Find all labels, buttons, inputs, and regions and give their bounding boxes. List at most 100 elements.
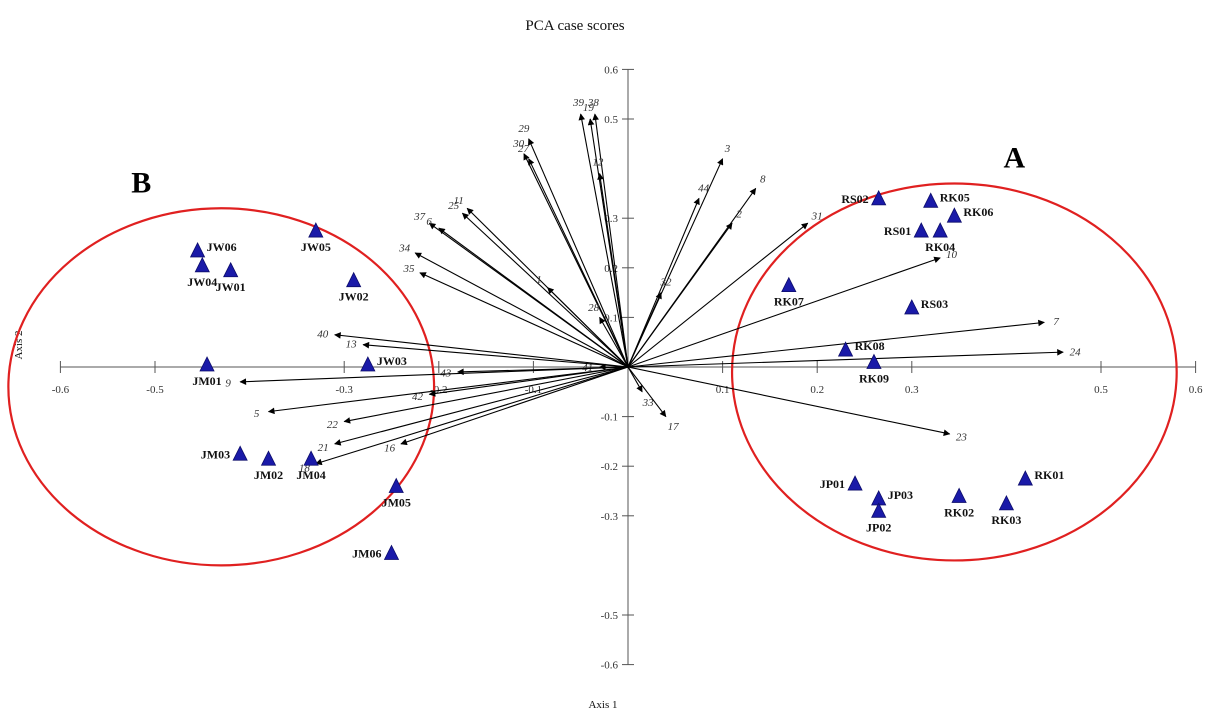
case-label: JP03	[888, 488, 913, 502]
case-marker	[189, 242, 206, 258]
case-marker	[871, 189, 887, 206]
case-label: JW02	[339, 290, 369, 304]
case-marker	[951, 487, 967, 503]
vector-label: 28	[588, 302, 600, 314]
loading-vector	[627, 222, 809, 368]
case-label: JM04	[296, 468, 325, 482]
y-tick-label: -0.5	[601, 610, 619, 622]
case-label: RS03	[921, 297, 948, 311]
vector-label: 22	[327, 419, 339, 431]
case-label: JW06	[207, 240, 237, 254]
case-marker	[360, 356, 376, 372]
case-marker	[199, 356, 215, 372]
loading-vector	[239, 366, 629, 385]
loading-vector	[528, 138, 629, 368]
case-label: JP02	[866, 520, 891, 534]
vector-label: 33	[642, 397, 655, 409]
loading-vector	[592, 113, 629, 368]
vector-label: 11	[454, 195, 464, 207]
vector-label: 37	[413, 211, 426, 223]
loading-vector	[547, 287, 629, 368]
loading-vector	[599, 316, 629, 368]
vector-label: 10	[946, 249, 958, 261]
loading-vector	[419, 272, 629, 368]
loading-vector	[627, 197, 700, 368]
case-marker	[932, 222, 948, 238]
case-label: JM03	[201, 447, 230, 461]
case-marker	[260, 450, 277, 466]
x-axis-label: Axis 1	[588, 699, 617, 711]
vector-label: 17	[668, 421, 680, 433]
vector-label: 18	[299, 462, 311, 474]
case-marker	[904, 299, 920, 315]
vector-label: 39	[572, 97, 585, 109]
y-tick-label: 0.6	[604, 64, 618, 76]
vector-label: 38	[587, 97, 600, 109]
case-label: RK02	[944, 505, 974, 519]
case-marker	[194, 256, 210, 273]
case-marker	[303, 450, 319, 466]
x-tick-label: -0.3	[335, 384, 353, 396]
vector-label: 34	[398, 242, 411, 254]
case-marker	[866, 353, 882, 369]
case-marker	[923, 192, 939, 208]
case-label: JM05	[382, 496, 411, 510]
y-tick-label: -0.3	[601, 511, 619, 523]
vector-label: 3	[724, 143, 731, 155]
vector-label: 19	[583, 102, 595, 114]
case-label: RK04	[925, 240, 955, 254]
loading-vector	[267, 366, 629, 415]
group-ellipse-a	[730, 182, 1178, 562]
vector-label: 7	[1053, 316, 1059, 328]
loading-vector	[627, 349, 1064, 368]
vector-label: 31	[811, 211, 823, 223]
case-label: JM02	[254, 468, 283, 482]
loading-vector	[414, 252, 629, 368]
vector-label: 29	[518, 123, 530, 135]
case-label: RK05	[940, 190, 970, 204]
case-marker	[388, 477, 404, 493]
loading-vector	[528, 158, 629, 368]
vector-label: 40	[317, 328, 329, 340]
case-marker	[232, 445, 248, 461]
vector-label: 9	[225, 377, 231, 389]
case-label: RK03	[991, 513, 1021, 527]
case-marker	[223, 261, 239, 278]
vector-label: 23	[956, 431, 968, 443]
vector-label: 21	[318, 442, 329, 454]
vector-label: 32	[659, 277, 672, 289]
chart-title: PCA case scores	[525, 18, 624, 34]
vector-label: 35	[402, 263, 415, 275]
vector-label: 27	[518, 143, 530, 155]
loading-vector	[461, 212, 629, 368]
vector-label: 25	[448, 200, 460, 212]
case-marker	[781, 276, 797, 293]
group-ellipse-b	[7, 207, 436, 567]
case-marker	[998, 494, 1015, 511]
y-tick-label: -0.1	[601, 412, 618, 424]
x-tick-label: 0.3	[905, 384, 919, 396]
loading-vector	[334, 332, 629, 368]
case-marker	[946, 207, 963, 223]
vector-label: 12	[592, 157, 604, 169]
vector-label: 42	[412, 391, 424, 403]
vector-label: 16	[384, 443, 396, 455]
y-tick-label: -0.6	[601, 660, 619, 672]
case-label: RK01	[1034, 468, 1064, 482]
loading-vector	[627, 319, 1045, 368]
case-label: RS02	[841, 192, 868, 206]
x-tick-label: -0.5	[146, 384, 164, 396]
vector-label: 5	[254, 408, 260, 420]
loading-vector	[343, 366, 629, 424]
case-label: JM01	[192, 374, 221, 388]
case-marker	[308, 222, 324, 238]
loading-vector	[627, 291, 662, 368]
case-marker	[913, 222, 929, 238]
group-label-a: A	[1004, 141, 1026, 174]
vector-label: 30	[512, 138, 525, 150]
x-tick-label: -0.6	[52, 384, 70, 396]
vector-label: 1	[536, 274, 542, 286]
